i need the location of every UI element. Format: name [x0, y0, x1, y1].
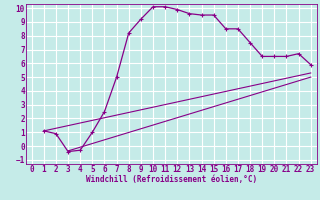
X-axis label: Windchill (Refroidissement éolien,°C): Windchill (Refroidissement éolien,°C): [86, 175, 257, 184]
